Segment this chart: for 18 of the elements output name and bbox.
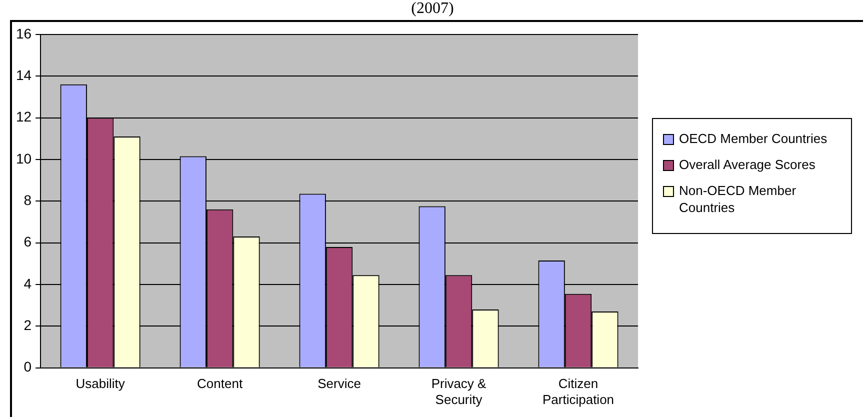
y-tick-label: 8 (24, 192, 32, 208)
y-tick-label: 6 (24, 234, 32, 250)
y-tick-label: 4 (24, 275, 32, 292)
legend-label: OECD Member Countries (679, 130, 828, 147)
y-tick-label: 16 (16, 25, 32, 42)
legend-label: Non-OECD Member Countries (679, 182, 798, 216)
y-tick-label: 14 (16, 66, 32, 83)
x-tick-label: Usability (76, 376, 126, 392)
x-tick-label: Service (318, 376, 361, 392)
chart-title: (2007) (410, 0, 455, 18)
y-tick-label: 0 (24, 358, 32, 375)
y-tick-label: 2 (24, 316, 32, 333)
y-tick-label: 10 (16, 150, 32, 166)
x-tick-label: Content (197, 376, 243, 392)
x-tick-label: Privacy & Security (431, 376, 487, 407)
legend-label: Overall Average Scores (679, 156, 816, 173)
x-tick-label: Citizen Participation (542, 376, 614, 407)
y-tick-label: 12 (16, 108, 32, 125)
